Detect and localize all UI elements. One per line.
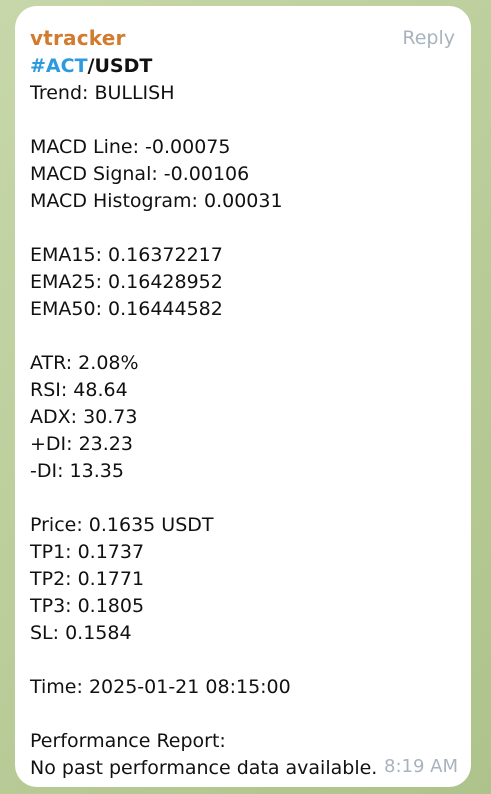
sl-value: SL: 0.1584 <box>30 622 132 644</box>
macd-histogram-value: MACD Histogram: 0.00031 <box>30 190 283 212</box>
price-value: Price: 0.1635 USDT <box>30 514 214 536</box>
plus-di-value: +DI: 23.23 <box>30 433 133 455</box>
section-spacer <box>30 701 460 728</box>
macd-signal-value: MACD Signal: -0.00106 <box>30 163 250 185</box>
tp2-value: TP2: 0.1771 <box>30 568 145 590</box>
section-spacer <box>30 323 460 350</box>
section-spacer <box>30 485 460 512</box>
pair-hashtag[interactable]: #ACT <box>30 55 88 77</box>
minus-di-value: -DI: 13.35 <box>30 460 124 482</box>
macd-line-value: MACD Line: -0.00075 <box>30 136 231 158</box>
reply-button[interactable]: Reply <box>402 27 455 49</box>
trend-line: Trend: BULLISH <box>30 82 175 104</box>
rsi-value: RSI: 48.64 <box>30 379 128 401</box>
sender-name[interactable]: vtracker <box>30 26 126 50</box>
section-spacer <box>30 107 460 134</box>
tp3-value: TP3: 0.1805 <box>30 595 145 617</box>
adx-value: ADX: 30.73 <box>30 406 138 428</box>
atr-value: ATR: 2.08% <box>30 352 139 374</box>
message-body: #ACT/USDT Trend: BULLISH MACD Line: -0.0… <box>30 53 460 782</box>
message-bubble: vtracker Reply #ACT/USDT Trend: BULLISH … <box>15 6 471 787</box>
pair-quote: USDT <box>94 55 153 77</box>
tp1-value: TP1: 0.1737 <box>30 541 145 563</box>
pair-separator: / <box>87 55 95 77</box>
ema25-value: EMA25: 0.16428952 <box>30 271 223 293</box>
ema15-value: EMA15: 0.16372217 <box>30 244 223 266</box>
message-header: vtracker <box>30 26 126 50</box>
section-spacer <box>30 647 460 674</box>
section-spacer <box>30 215 460 242</box>
ema50-value: EMA50: 0.16444582 <box>30 298 223 320</box>
pair-line: #ACT/USDT <box>30 53 460 80</box>
performance-title: Performance Report: <box>30 730 226 752</box>
time-value: Time: 2025-01-21 08:15:00 <box>30 676 291 698</box>
performance-text: No past performance data available. <box>30 757 378 779</box>
message-timestamp: 8:19 AM <box>384 756 458 777</box>
